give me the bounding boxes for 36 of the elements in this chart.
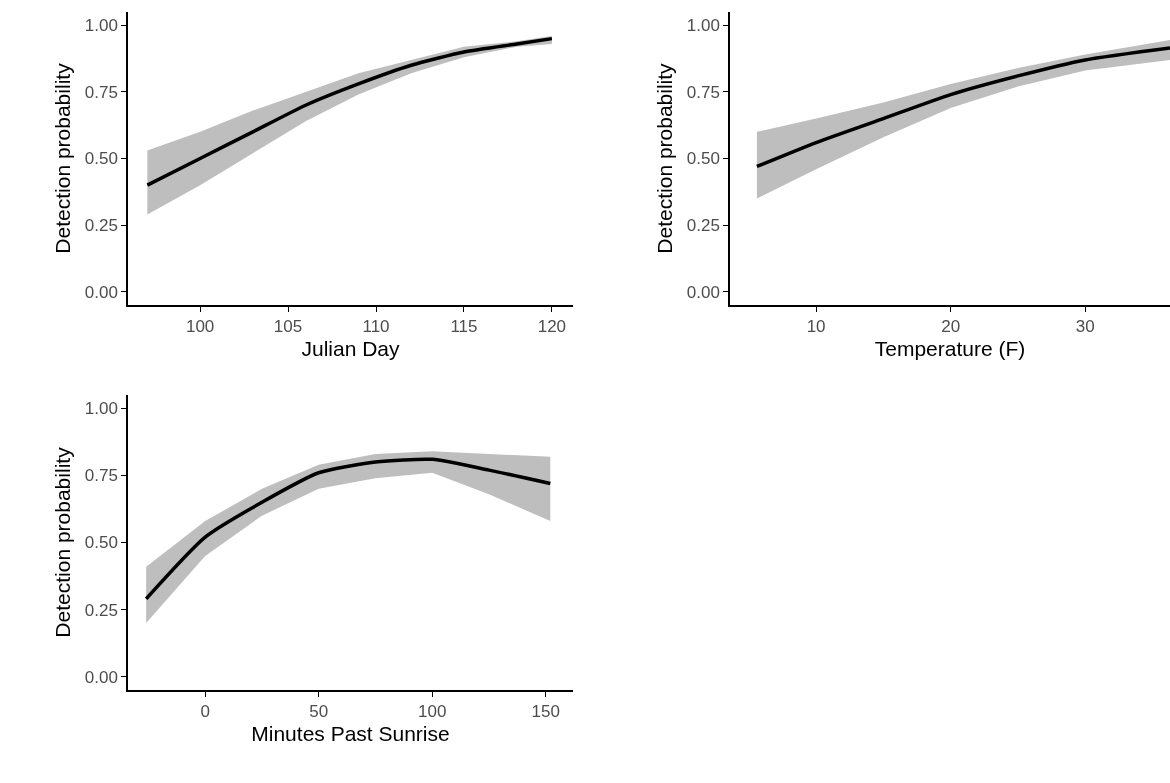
y-tick-label: 0.25 [686, 216, 720, 236]
x-tick-label: 100 [185, 317, 215, 337]
y-tick-label: 0.75 [84, 466, 118, 486]
y-tick-label: 1.00 [686, 16, 720, 36]
x-axis-title: Temperature (F) [874, 336, 1026, 360]
y-tick-label: 0.00 [686, 282, 720, 302]
x-tick-label: 110 [362, 317, 390, 337]
line-series [144, 457, 553, 601]
y-tick-label: 0.50 [84, 533, 118, 553]
line-series [145, 36, 554, 187]
x-tick-label: 10 [806, 317, 826, 337]
x-tick-label: 0 [200, 702, 210, 722]
x-tick-label: 20 [941, 317, 961, 337]
x-tick-label: 50 [309, 702, 329, 722]
y-tick-label: 1.00 [84, 16, 118, 36]
x-tick-label: 105 [273, 317, 303, 337]
x-tick-label: 120 [537, 317, 567, 337]
line-series [755, 46, 1170, 169]
y-axis-title: Detection probability [653, 62, 677, 254]
y-tick-label: 0.25 [84, 600, 118, 620]
y-tick-label: 0.50 [686, 149, 720, 169]
x-tick-label: 115 [450, 317, 478, 337]
y-tick-label: 0.00 [84, 282, 118, 302]
x-axis-title: Minutes Past Sunrise [251, 721, 450, 745]
y-tick-label: 0.00 [84, 667, 118, 687]
y-tick-label: 0.75 [686, 82, 720, 102]
y-axis-title: Detection probability [51, 446, 75, 638]
y-axis-title: Detection probability [51, 62, 75, 254]
x-tick-label: 30 [1075, 317, 1095, 337]
x-axis-title: Julian Day [301, 336, 401, 360]
y-tick-label: 0.50 [84, 149, 118, 169]
y-tick-label: 0.75 [84, 82, 118, 102]
y-tick-label: 1.00 [84, 399, 118, 419]
x-tick-label: 150 [531, 702, 560, 722]
x-tick-label: 100 [418, 702, 447, 722]
y-tick-label: 0.25 [84, 216, 118, 236]
